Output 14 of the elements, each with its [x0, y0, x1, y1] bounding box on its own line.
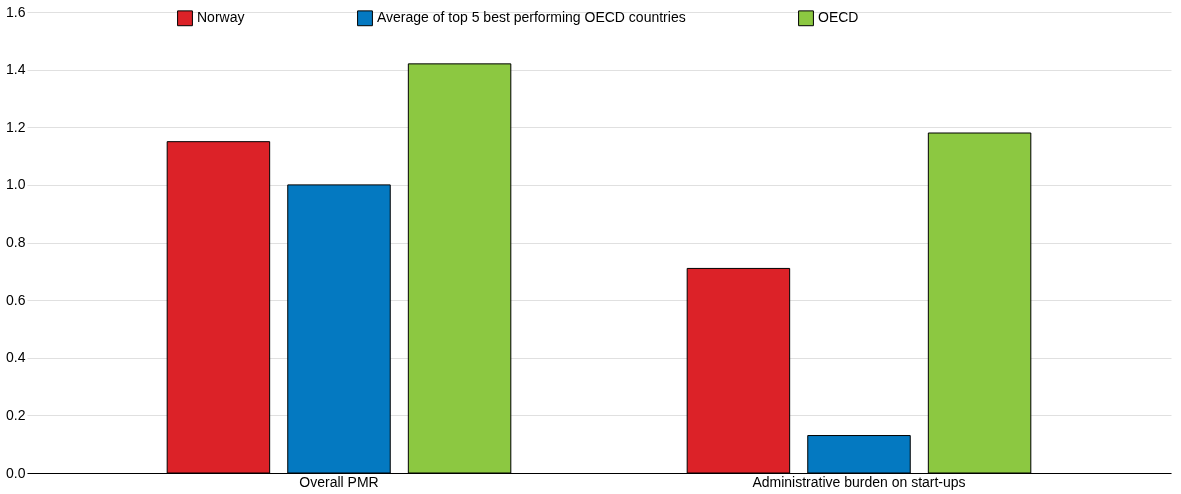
- y-tick-label: 1.2: [6, 118, 26, 135]
- x-tick-label: Administrative burden on start-ups: [752, 473, 966, 490]
- y-tick-label: 1.6: [6, 3, 26, 20]
- x-tick-label: Overall PMR: [299, 473, 379, 490]
- legend-label: OECD: [818, 9, 859, 26]
- y-tick-label: 0.4: [6, 349, 26, 366]
- legend-label: Norway: [197, 9, 245, 26]
- legend-label: Average of top 5 best performing OECD countries: [377, 9, 686, 26]
- y-tick-label: 0.6: [6, 291, 26, 308]
- y-tick-label: 0.0: [6, 464, 26, 481]
- y-tick-label: 0.8: [6, 234, 26, 250]
- y-tick-label: 1.4: [6, 61, 26, 78]
- y-tick-label: 0.2: [6, 406, 26, 423]
- y-tick-label: 1.0: [6, 176, 26, 193]
